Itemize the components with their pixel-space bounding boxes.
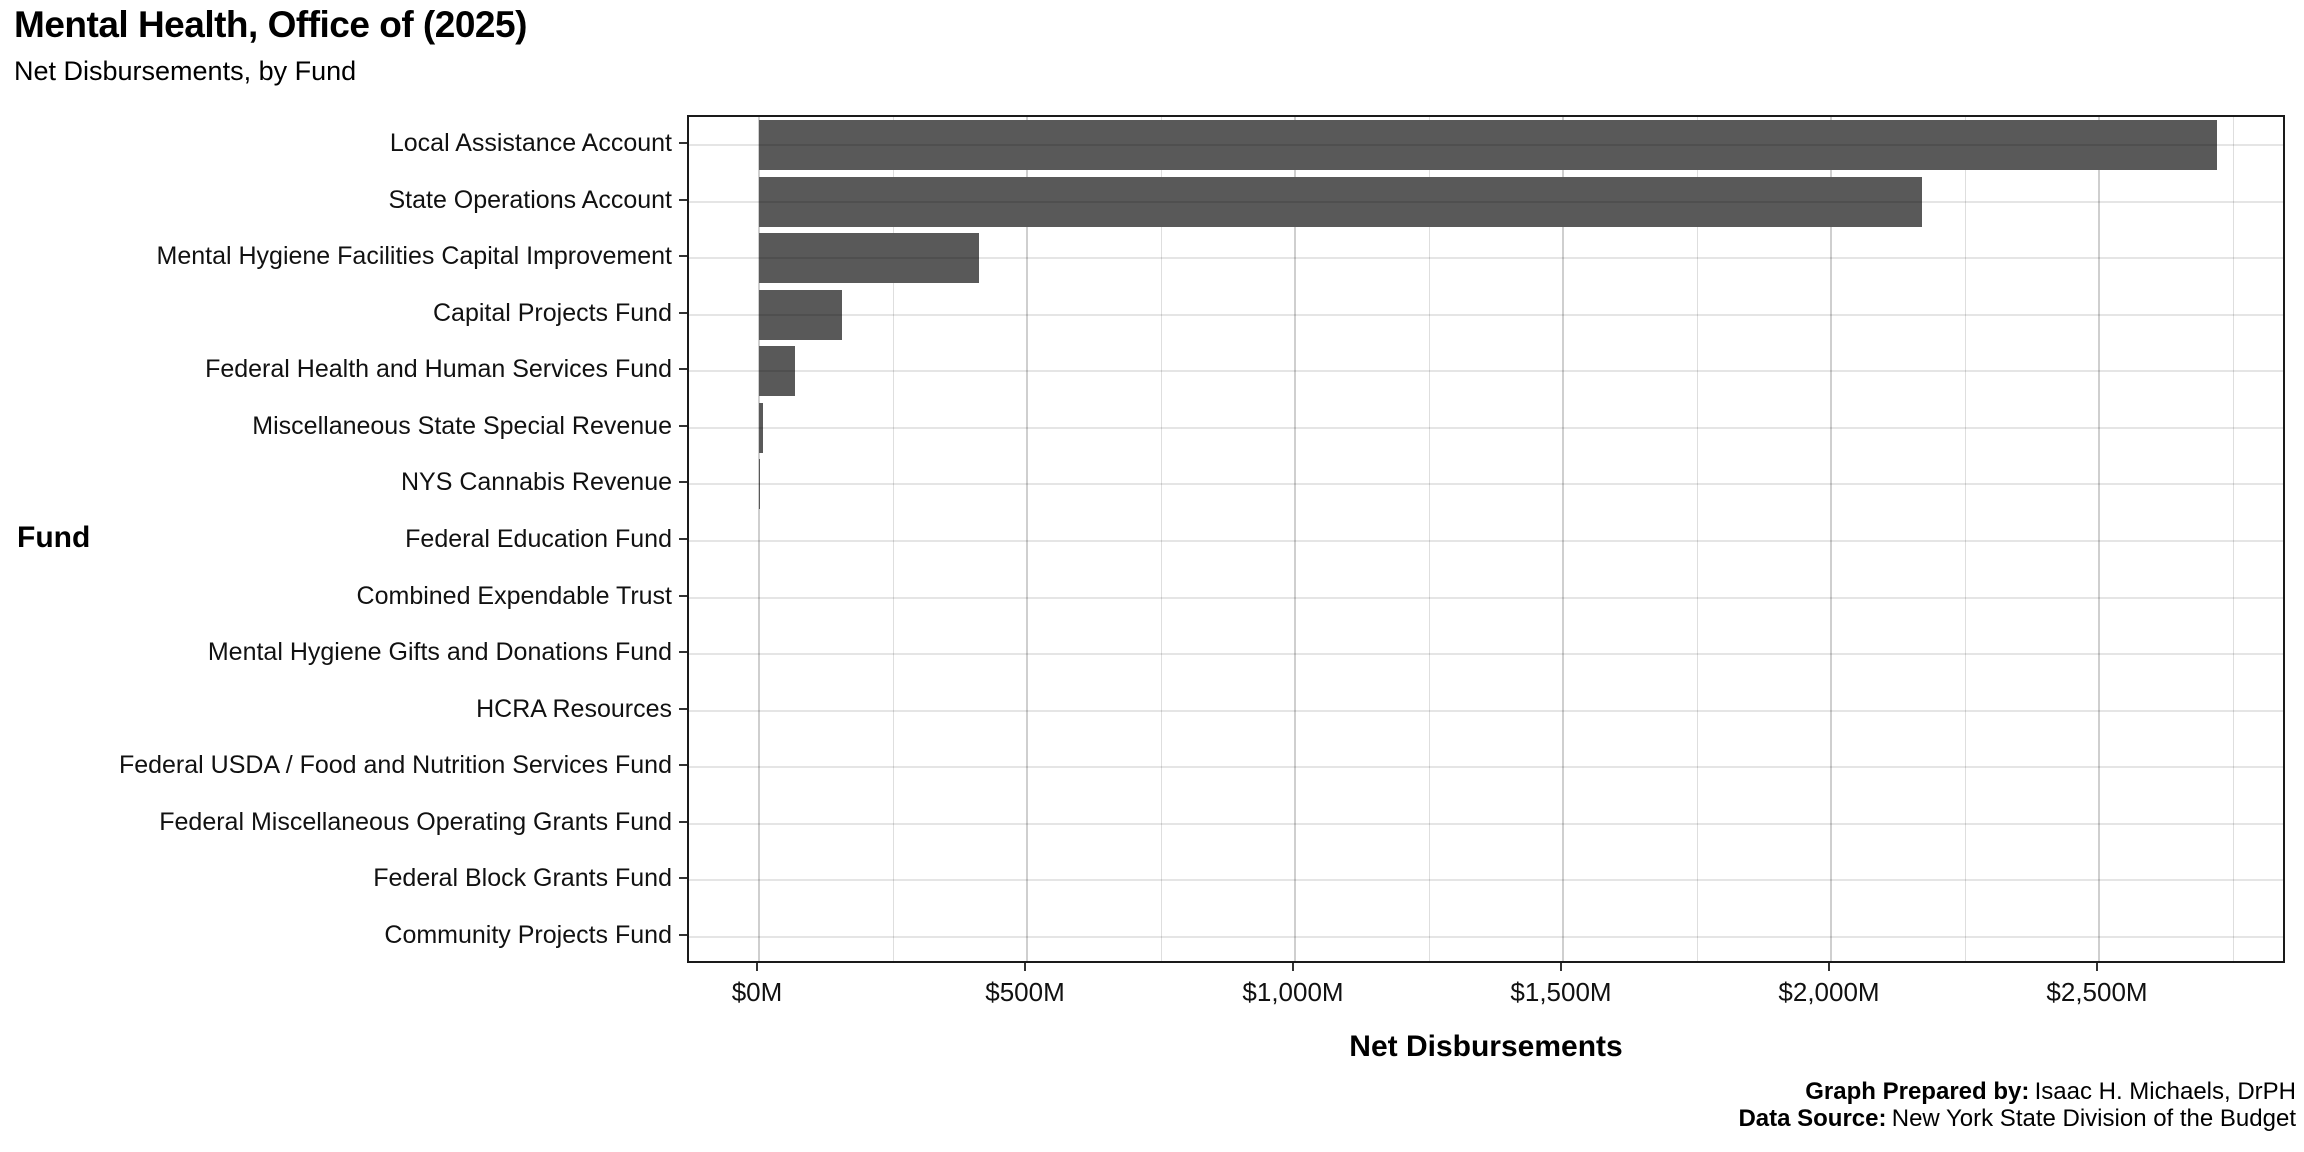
gridline-major — [1294, 117, 1296, 961]
y-tick — [679, 481, 687, 484]
row-gridline — [689, 313, 2283, 316]
y-axis-label: Federal Miscellaneous Operating Grants F… — [159, 807, 672, 836]
y-tick — [679, 255, 687, 258]
plot-panel — [687, 115, 2285, 963]
gridline-major — [2098, 117, 2100, 961]
y-tick — [679, 311, 687, 314]
y-tick — [679, 538, 687, 540]
row-gridline — [689, 766, 2283, 769]
x-tick-label: $0M — [731, 977, 783, 1007]
footer-credits: Graph Prepared by: Isaac H. Michaels, DrP… — [1738, 1078, 2296, 1132]
row-gridline — [689, 426, 2283, 429]
gridline-minor — [1964, 117, 1966, 961]
row-gridline — [689, 483, 2283, 486]
row-gridline — [689, 653, 2283, 656]
row-gridline — [689, 370, 2283, 373]
bar — [759, 459, 761, 510]
row-gridline — [689, 200, 2283, 203]
x-tick-label: $1,500M — [1510, 977, 1612, 1007]
x-tick-label: $2,000M — [1778, 977, 1880, 1007]
row-gridline — [689, 144, 2283, 147]
bar — [759, 402, 763, 453]
y-tick — [679, 368, 687, 371]
bar — [759, 176, 1923, 227]
x-tick-label: $500M — [985, 977, 1065, 1007]
y-tick — [679, 142, 687, 145]
x-tick — [1292, 963, 1294, 971]
footer-data-source: Data Source: New York State Division of t… — [1738, 1105, 2296, 1132]
y-tick — [679, 764, 687, 767]
prepared-by-label: Graph Prepared by: — [1805, 1078, 2030, 1105]
y-axis-label: Federal Block Grants Fund — [373, 864, 672, 893]
gridline-major — [758, 117, 760, 961]
gridline-major — [1026, 117, 1028, 961]
bar — [759, 120, 2217, 171]
y-axis-label: NYS Cannabis Revenue — [401, 468, 672, 497]
y-axis-title: Fund — [17, 521, 91, 554]
gridline-minor — [1160, 117, 1162, 961]
row-gridline — [689, 257, 2283, 260]
y-axis-label: Federal Education Fund — [405, 525, 672, 553]
prepared-by-value: Isaac H. Michaels, DrPH — [2034, 1078, 2296, 1105]
data-source-label: Data Source: — [1738, 1105, 1887, 1132]
y-tick — [679, 651, 687, 654]
y-axis-label: Miscellaneous State Special Revenue — [252, 411, 672, 440]
y-axis-label: Mental Hygiene Gifts and Donations Fund — [207, 638, 672, 667]
y-axis-label: Local Assistance Account — [389, 129, 672, 158]
y-tick — [679, 707, 687, 710]
row-gridline — [689, 822, 2283, 825]
row-gridline — [689, 540, 2283, 542]
y-axis-label: HCRA Resources — [476, 694, 672, 723]
row-gridline — [689, 879, 2283, 882]
gridline-minor — [1696, 117, 1698, 961]
footer-prepared-by: Graph Prepared by: Isaac H. Michaels, DrP… — [1738, 1078, 2296, 1105]
x-tick-label: $1,000M — [1242, 977, 1344, 1007]
x-tick — [1560, 963, 1562, 971]
gridline-minor — [2232, 117, 2234, 961]
x-tick — [1024, 963, 1026, 971]
y-axis-label: Community Projects Fund — [384, 920, 672, 949]
y-tick — [679, 933, 687, 936]
gridline-minor — [892, 117, 894, 961]
chart-subtitle: Net Disbursements, by Fund — [14, 56, 357, 86]
x-tick — [1828, 963, 1830, 971]
y-axis-label: Federal Health and Human Services Fund — [205, 355, 672, 384]
y-tick — [679, 820, 687, 823]
bar — [759, 346, 795, 397]
y-tick — [679, 198, 687, 201]
x-tick — [2096, 963, 2098, 971]
row-gridline — [689, 935, 2283, 938]
gridline-minor — [1428, 117, 1430, 961]
y-tick — [679, 594, 687, 597]
row-gridline — [689, 709, 2283, 712]
y-tick — [679, 424, 687, 427]
chart-title: Mental Health, Office of (2025) — [14, 4, 527, 45]
y-axis-label: Mental Hygiene Facilities Capital Improv… — [156, 242, 673, 271]
bar — [759, 233, 979, 284]
y-axis-label: State Operations Account — [388, 185, 672, 214]
y-tick — [679, 877, 687, 880]
bar — [759, 289, 843, 340]
y-axis-label: Capital Projects Fund — [432, 298, 672, 327]
y-axis-label: Combined Expendable Trust — [356, 581, 672, 610]
gridline-major — [1562, 117, 1564, 961]
data-source-value: New York State Division of the Budget — [1891, 1105, 2296, 1132]
x-axis-title: Net Disbursements — [1349, 1030, 1623, 1063]
y-axis-label: Federal USDA / Food and Nutrition Servic… — [118, 751, 672, 780]
x-tick-label: $2,500M — [2046, 977, 2148, 1007]
row-gridline — [689, 596, 2283, 599]
gridline-major — [1830, 117, 1832, 961]
x-tick — [756, 963, 758, 971]
